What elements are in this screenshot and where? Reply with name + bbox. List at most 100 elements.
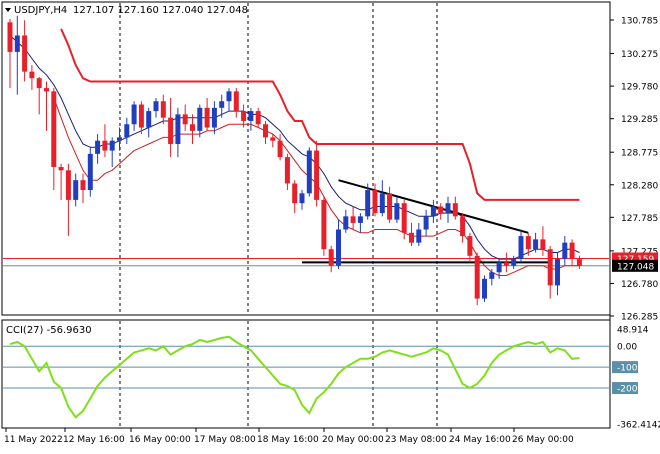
candle [547,245,553,299]
candle-body [284,157,290,184]
price-tick-label: 130.785 [621,17,658,27]
candle-body [219,101,225,108]
candle-body [569,242,575,260]
candle-body [562,242,568,260]
candle-body [204,107,210,128]
candle [409,222,414,246]
candle-body [314,150,320,200]
candle [124,117,130,144]
candle [226,88,232,112]
candle [109,137,115,168]
candle [511,255,517,269]
candle [138,101,144,135]
candle [175,107,181,158]
candle-body [109,140,115,151]
candle-body [467,236,473,256]
candle-body [511,259,517,266]
candle-body [248,111,254,121]
candle [496,259,502,279]
price-tick-label: 129.285 [621,115,658,125]
candle-body [445,203,451,214]
candle [14,15,20,95]
candle-body [131,104,137,125]
candle-body [350,216,356,223]
candle [372,183,378,217]
price-tick-label: 130.275 [621,50,658,60]
candle [555,252,560,296]
candle [467,232,473,263]
candle-body [336,229,341,266]
candle-body [29,71,35,79]
candle-body [58,167,64,171]
candle-body [555,259,560,286]
candle [233,88,239,118]
candle [430,199,436,223]
time-tick-label: 24 May 16:00 [449,435,511,445]
candle [401,199,407,240]
candle-body [460,216,466,237]
candle-body [73,180,79,200]
candle [299,190,305,210]
candle [131,101,137,131]
candle-body [394,203,400,220]
candle [423,209,429,237]
candle-body [146,111,152,128]
candle [190,114,195,144]
candle-body [138,104,144,128]
cci-axis-zero-label: 0.00 [617,343,637,353]
candle-body [7,22,13,52]
candle [277,134,283,161]
cci-level-minus-100-label-bg [612,361,638,374]
candle [284,153,290,191]
cci-level-minus-200-label-bg [612,382,638,395]
candle-body [387,193,393,220]
candle [474,252,480,306]
candle-body [482,278,487,299]
candle [65,163,71,237]
candle [219,94,225,118]
candle [22,20,28,82]
time-tick-label: 18 May 16:00 [257,435,319,445]
candle [438,203,444,220]
price-tick-label: 126.780 [621,280,658,290]
candle [321,196,327,256]
candle-body [124,124,130,138]
candle [204,97,210,131]
candle [452,196,458,220]
candle [460,213,466,243]
candle [95,134,101,164]
candle [160,94,166,125]
cci-level-minus-100-label: -100 [617,364,638,374]
candle-body [14,35,20,52]
candle-body [22,35,28,72]
candle [80,173,86,204]
symbol-label[interactable]: USDJPY,H4 [14,5,67,16]
candle [336,219,341,269]
candle-body [518,236,524,260]
candle [343,209,349,233]
candle-body [182,114,188,125]
candle-body [540,239,546,250]
candle-body [270,137,276,141]
candle [394,196,400,223]
candle-body [51,91,57,168]
candle-body [328,249,334,266]
time-tick-label: 16 May 00:00 [129,435,191,445]
symbol-dropdown-icon[interactable] [5,8,11,12]
candle [36,76,42,115]
candle-body [255,111,261,125]
candle-body [423,216,429,230]
candle [387,186,393,223]
candle-body [65,170,71,200]
candle [87,147,93,197]
price-tick-label: 128.280 [621,181,658,191]
candle [211,101,217,135]
candle-body [190,124,195,131]
candle [168,97,174,158]
candle [7,19,13,89]
candle-body [153,101,159,112]
candle [503,252,509,273]
candle [562,236,568,266]
